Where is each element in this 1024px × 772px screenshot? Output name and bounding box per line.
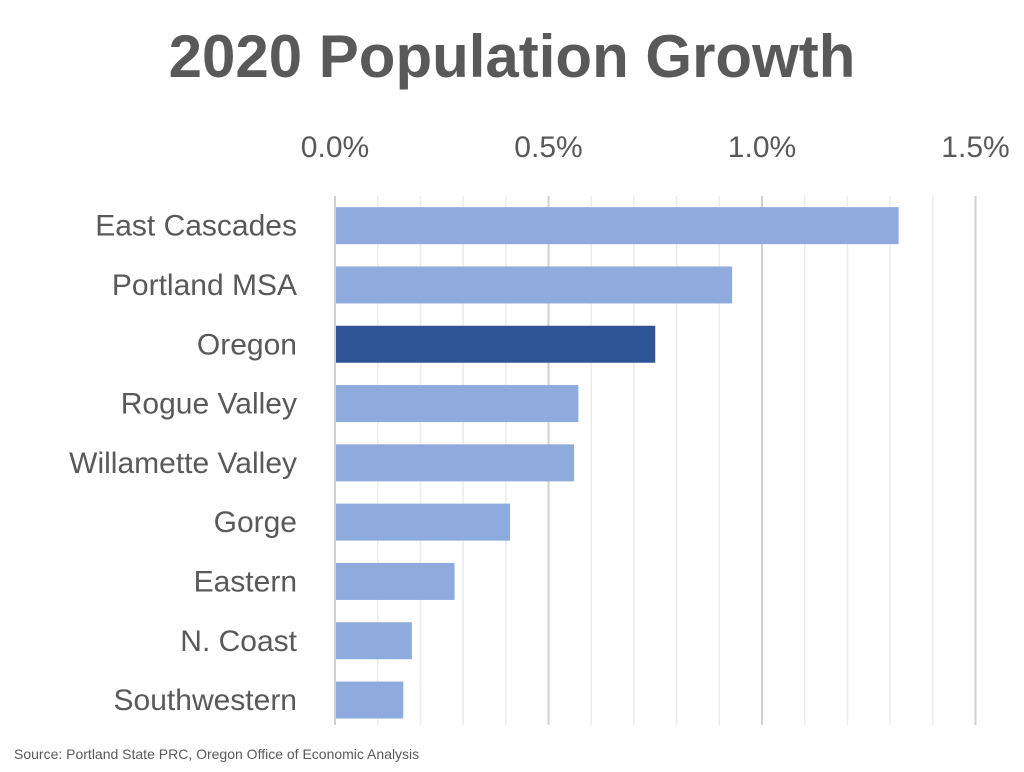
category-label: N. Coast: [180, 625, 297, 658]
bar-southwestern: [336, 681, 404, 719]
bar-willamette-valley: [336, 444, 575, 482]
x-tick-label: 1.5%: [941, 131, 1009, 164]
category-label: Portland MSA: [112, 269, 297, 302]
category-label: Gorge: [214, 506, 297, 539]
bar-rogue-valley: [336, 385, 579, 423]
chart-title: 2020 Population Growth: [168, 23, 856, 90]
source-note: Source: Portland State PRC, Oregon Offic…: [14, 746, 420, 762]
category-label: East Cascades: [95, 210, 297, 243]
category-label: Southwestern: [114, 684, 297, 717]
x-tick-label: 0.5%: [514, 131, 582, 164]
category-label: Rogue Valley: [121, 388, 297, 421]
x-tick-label: 1.0%: [728, 131, 796, 164]
bar-oregon: [336, 325, 656, 363]
category-label: Oregon: [197, 328, 297, 361]
bar-n-coast: [336, 622, 412, 660]
bar-eastern: [336, 562, 455, 600]
category-label: Willamette Valley: [69, 447, 297, 480]
category-label: Eastern: [194, 565, 297, 598]
x-tick-label: 0.0%: [301, 131, 369, 164]
bar-portland-msa: [336, 266, 733, 304]
bar-gorge: [336, 503, 511, 541]
bar-east-cascades: [336, 207, 899, 245]
